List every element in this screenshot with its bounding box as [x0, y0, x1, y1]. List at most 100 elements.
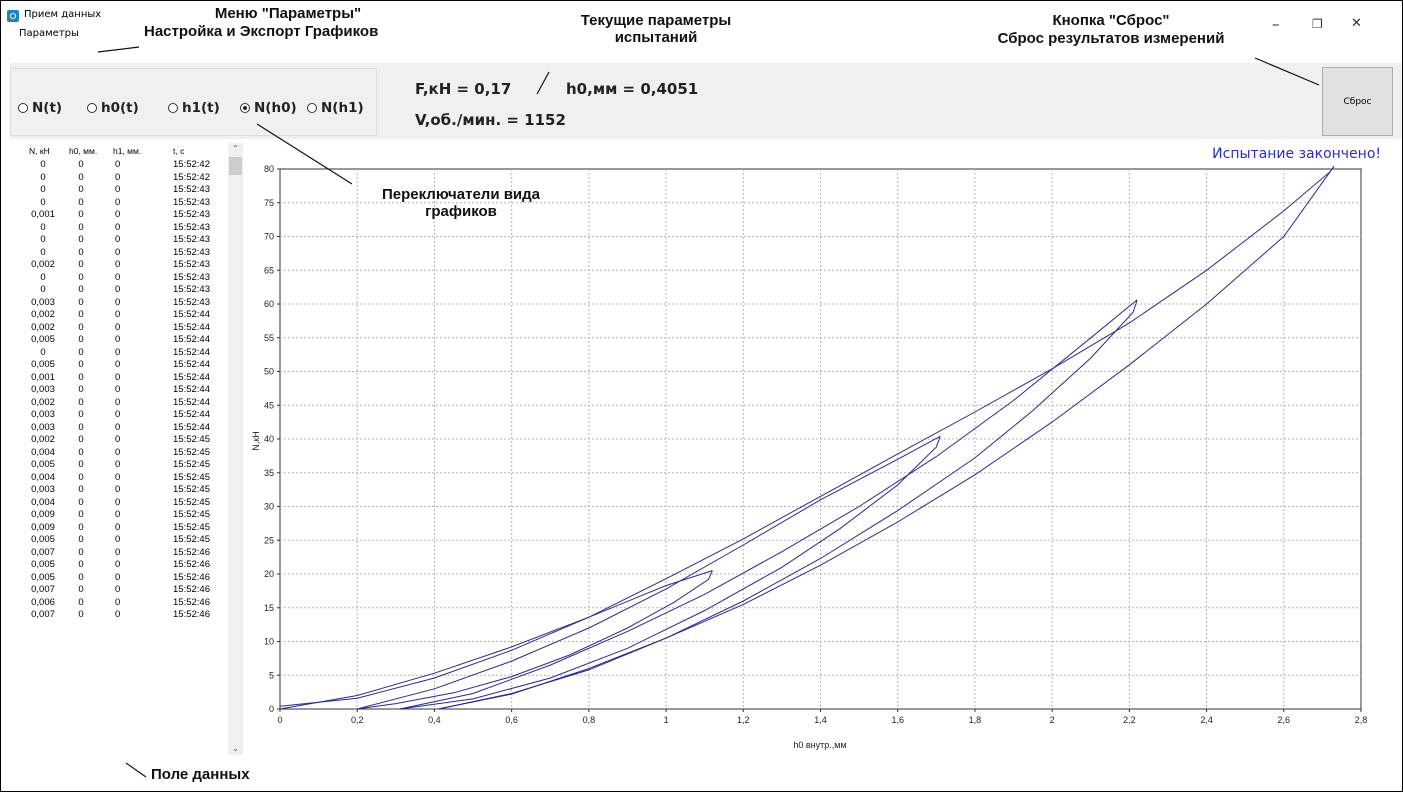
- series-line-1: [357, 570, 713, 710]
- table-cell: 0: [78, 559, 84, 570]
- table-row[interactable]: 0 0 0 15:52:43: [25, 222, 231, 234]
- series-line-4: [399, 299, 1138, 710]
- table-row[interactable]: 0,007 0 0 15:52:46: [25, 609, 231, 621]
- y-tick-label: 5: [269, 670, 274, 680]
- x-tick-label: 1,6: [891, 715, 904, 725]
- table-row[interactable]: 0,007 0 0 15:52:46: [25, 584, 231, 596]
- table-row[interactable]: 0,003 0 0 15:52:44: [25, 422, 231, 434]
- table-cell: 0: [115, 259, 121, 270]
- table-cell: 15:52:45: [173, 496, 210, 508]
- table-row[interactable]: 0,005 0 0 15:52:44: [25, 334, 231, 346]
- table-cell: 15:52:42: [173, 171, 210, 183]
- table-cell: 0: [115, 446, 121, 458]
- radio-n-h0[interactable]: N(h0): [240, 100, 297, 116]
- table-cell: 0,002: [31, 434, 55, 445]
- data-table[interactable]: N, кН h0, мм. h1, мм. t, с 0 0 0 15:52:42 0 0…: [25, 143, 243, 755]
- table-row[interactable]: 0,002 0 0 15:52:44: [25, 322, 231, 334]
- radio-n-t[interactable]: N(t): [18, 100, 62, 116]
- table-row[interactable]: 0,009 0 0 15:52:45: [25, 522, 231, 534]
- chart-grid: [280, 169, 1361, 709]
- table-cell: 15:52:44: [173, 309, 210, 320]
- table-row[interactable]: 0,001 0 0 15:52:43: [25, 209, 231, 221]
- close-button[interactable]: ✕: [1351, 16, 1362, 31]
- table-cell: 0: [78, 471, 84, 483]
- annotation-current-params-1: Текущие параметры: [580, 12, 732, 29]
- table-row[interactable]: 0,002 0 0 15:52:43: [25, 259, 231, 271]
- table-row[interactable]: 0 0 0 15:52:44: [25, 347, 231, 359]
- graph-type-group: [10, 68, 377, 136]
- table-cell: 0: [115, 384, 121, 395]
- table-row[interactable]: 0,002 0 0 15:52:44: [25, 309, 231, 321]
- menu-parameters[interactable]: Параметры: [19, 28, 79, 39]
- table-cell: 0,005: [31, 334, 55, 345]
- table-cell: 0,003: [31, 484, 55, 495]
- table-row[interactable]: 0,005 0 0 15:52:45: [25, 459, 231, 471]
- radio-h0-t-dot: [87, 103, 97, 113]
- table-row[interactable]: 0,003 0 0 15:52:44: [25, 384, 231, 396]
- table-row[interactable]: 0,004 0 0 15:52:45: [25, 472, 231, 484]
- scroll-up-icon[interactable]: ⌃: [232, 144, 239, 153]
- table-cell: 0: [78, 284, 84, 295]
- table-cell: 0: [78, 409, 84, 420]
- scroll-down-icon[interactable]: ⌄: [232, 744, 239, 753]
- table-row[interactable]: 0,007 0 0 15:52:46: [25, 547, 231, 559]
- x-tick-label: 1,8: [969, 715, 982, 725]
- table-row[interactable]: 0,002 0 0 15:52:45: [25, 434, 231, 446]
- annotation-menu-title: Меню "Параметры": [214, 5, 362, 22]
- table-cell: 15:52:44: [173, 421, 210, 433]
- table-row[interactable]: 0,004 0 0 15:52:45: [25, 497, 231, 509]
- table-cell: 0,005: [31, 571, 55, 583]
- series-line-2: [357, 435, 941, 710]
- table-cell: 15:52:44: [173, 384, 210, 395]
- table-cell: 0,007: [31, 584, 55, 595]
- table-row[interactable]: 0 0 0 15:52:43: [25, 197, 231, 209]
- table-row[interactable]: 0,004 0 0 15:52:45: [25, 447, 231, 459]
- table-row[interactable]: 0,005 0 0 15:52:46: [25, 572, 231, 584]
- table-cell: 15:52:45: [173, 521, 210, 533]
- x-tick-label: 0: [277, 715, 282, 725]
- table-row[interactable]: 0 0 0 15:52:43: [25, 272, 231, 284]
- chart-ticks: 0 0,2 0,4 0,6 0,8 1 1,2 1,4 1,6 1,8 2 2,2 2,4 2,6 2,8 0…: [264, 164, 1367, 725]
- table-cell: 0,006: [31, 596, 55, 608]
- table-cell: 0: [115, 346, 121, 358]
- table-row[interactable]: 0 0 0 15:52:43: [25, 247, 231, 259]
- table-row[interactable]: 0 0 0 15:52:43: [25, 284, 231, 296]
- table-row[interactable]: 0 0 0 15:52:43: [25, 234, 231, 246]
- radio-n-h1[interactable]: N(h1): [307, 100, 364, 116]
- table-cell: 0: [115, 421, 121, 433]
- table-cell: 0: [115, 596, 121, 608]
- reset-button[interactable]: Сброс: [1322, 67, 1393, 136]
- table-row[interactable]: 0,003 0 0 15:52:44: [25, 409, 231, 421]
- table-row[interactable]: 0,005 0 0 15:52:46: [25, 559, 231, 571]
- table-cell: 15:52:43: [173, 196, 210, 208]
- table-cell: 0: [115, 371, 121, 383]
- minimize-button[interactable]: –: [1272, 15, 1280, 33]
- table-row[interactable]: 0,003 0 0 15:52:43: [25, 297, 231, 309]
- restore-button[interactable]: ❐: [1312, 17, 1323, 31]
- col-header-n: N, кН: [29, 146, 50, 156]
- table-cell: 0: [115, 159, 121, 170]
- radio-h1-t[interactable]: h1(t): [168, 100, 220, 116]
- table-cell: 0: [115, 309, 121, 320]
- table-scrollbar[interactable]: ⌃ ⌄: [228, 143, 243, 755]
- annotation-data-field: Поле данных: [151, 766, 250, 783]
- radio-label: h1(t): [182, 100, 220, 116]
- table-cell: 0: [78, 534, 84, 545]
- table-row[interactable]: 0,009 0 0 15:52:45: [25, 509, 231, 521]
- table-row[interactable]: 0,005 0 0 15:52:45: [25, 534, 231, 546]
- radio-h0-t[interactable]: h0(t): [87, 100, 139, 116]
- table-row[interactable]: 0 0 0 15:52:43: [25, 184, 231, 196]
- table-row[interactable]: 0 0 0 15:52:42: [25, 159, 231, 171]
- table-cell: 0: [78, 334, 84, 345]
- table-row[interactable]: 0,006 0 0 15:52:46: [25, 597, 231, 609]
- table-cell: 0: [78, 446, 84, 458]
- scroll-thumb[interactable]: [229, 157, 242, 175]
- table-row[interactable]: 0,001 0 0 15:52:44: [25, 372, 231, 384]
- table-cell: 15:52:44: [173, 321, 210, 333]
- table-row[interactable]: 0,002 0 0 15:52:44: [25, 397, 231, 409]
- table-row[interactable]: 0 0 0 15:52:42: [25, 172, 231, 184]
- table-row[interactable]: 0,003 0 0 15:52:45: [25, 484, 231, 496]
- table-cell: 15:52:43: [173, 246, 210, 258]
- table-cell: 0: [115, 171, 121, 183]
- table-row[interactable]: 0,005 0 0 15:52:44: [25, 359, 231, 371]
